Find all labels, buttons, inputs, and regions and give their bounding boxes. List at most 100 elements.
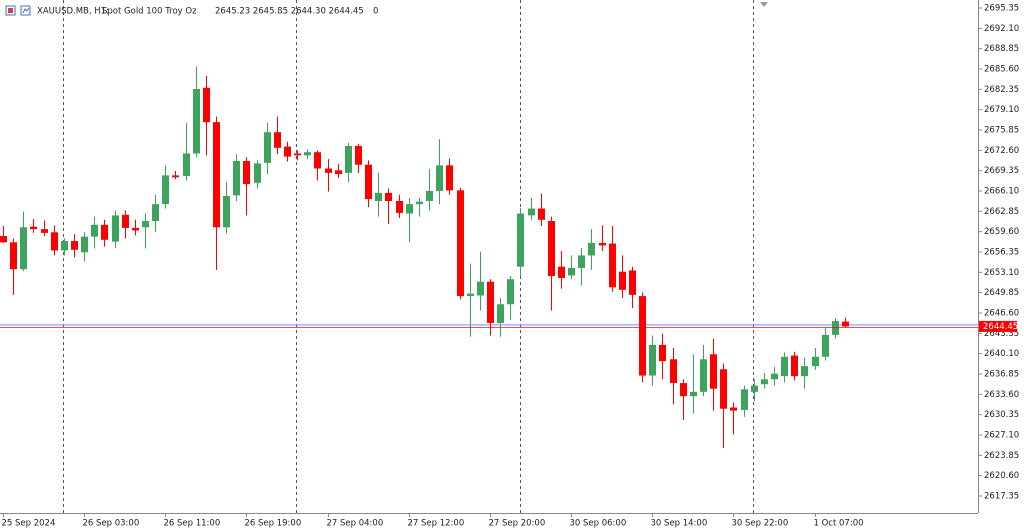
candle-body: [822, 334, 829, 357]
candle-body: [112, 215, 119, 242]
candle-body: [730, 407, 737, 411]
candle-body: [416, 201, 423, 205]
candle-body: [152, 204, 159, 222]
candle-body: [720, 369, 727, 409]
candle-body: [406, 204, 413, 214]
candle-body: [781, 356, 788, 377]
candle-body: [771, 373, 778, 380]
candle-body: [741, 389, 748, 410]
y-tick-label: 2640.10: [984, 349, 1019, 359]
y-tick-label: 2643.35: [984, 329, 1019, 339]
x-tick-label: 27 Sep 04:00: [327, 519, 384, 529]
candle-body: [274, 132, 281, 148]
candle-body: [10, 242, 17, 270]
y-tick-label: 2669.35: [984, 166, 1019, 176]
candle-body: [487, 281, 494, 324]
candle-body: [842, 321, 849, 327]
candle-body: [71, 241, 78, 250]
candle-body: [639, 296, 646, 376]
candle-body: [649, 344, 656, 376]
candle-body: [812, 356, 819, 367]
candle-body: [507, 279, 514, 305]
candle-body: [132, 227, 139, 231]
x-tick-label: 30 Sep 06:00: [570, 519, 627, 529]
candle-body: [670, 359, 677, 384]
candle-body: [446, 165, 453, 191]
y-tick-label: 2653.10: [984, 268, 1019, 278]
candle-body: [791, 355, 798, 377]
candle-body: [548, 221, 555, 277]
candle-body: [436, 165, 443, 191]
y-tick-label: 2633.60: [984, 390, 1019, 400]
y-tick-label: 2666.10: [984, 186, 1019, 196]
candle-body: [264, 132, 271, 163]
candle-body: [81, 236, 88, 253]
y-tick-label: 2688.85: [984, 44, 1019, 54]
candle-body: [832, 321, 839, 335]
candle-body: [345, 145, 352, 173]
candle-body: [517, 213, 524, 267]
candle-body: [690, 391, 697, 397]
candle-body: [335, 170, 342, 175]
icon-inner: [8, 8, 13, 13]
candle-body: [91, 224, 98, 237]
y-tick-label: 2627.10: [984, 430, 1019, 440]
y-tick-label: 2682.35: [984, 85, 1019, 95]
candle-body: [467, 293, 474, 297]
candle-body: [396, 201, 403, 213]
extra: 0: [373, 7, 378, 17]
candle-body: [659, 344, 666, 362]
candle-body: [254, 163, 261, 183]
candle-body: [122, 214, 129, 228]
x-tick-label: 26 Sep 19:00: [245, 519, 302, 529]
candle-body: [710, 354, 717, 389]
y-tick-label: 2656.35: [984, 247, 1019, 257]
candle-body: [243, 160, 250, 185]
candle-body: [700, 359, 707, 392]
candle-body: [477, 281, 484, 296]
candle-body: [142, 221, 149, 228]
candle-body: [193, 89, 200, 154]
candle-body: [20, 227, 27, 270]
candle-body: [294, 153, 301, 156]
candle-body: [385, 192, 392, 202]
candle-body: [375, 192, 382, 202]
last-price-box: [979, 320, 1017, 332]
candle-body: [761, 379, 768, 385]
period-separators: [63, 0, 754, 513]
y-tick-label: 2617.35: [984, 491, 1019, 501]
candle-body: [629, 270, 636, 295]
candle-body: [751, 385, 758, 392]
x-tick-label: 27 Sep 20:00: [489, 519, 546, 529]
x-tick-label: 25 Sep 2024: [2, 519, 56, 529]
candle-body: [162, 175, 169, 205]
candle-body: [538, 208, 545, 220]
candle-body: [233, 160, 240, 196]
y-tick-label: 2659.60: [984, 227, 1019, 237]
candle-body: [578, 255, 585, 268]
candle-body: [0, 236, 7, 243]
candle-body: [41, 229, 48, 233]
candle-body: [680, 383, 687, 397]
candle-body: [304, 152, 311, 156]
y-tick-label: 2649.85: [984, 288, 1019, 298]
icon-line: [22, 7, 30, 14]
candle-body: [172, 175, 179, 178]
y-tick-label: 2672.60: [984, 146, 1019, 156]
candle-body: [314, 152, 321, 169]
candle-body: [325, 168, 332, 173]
y-tick-label: 2675.85: [984, 126, 1019, 136]
candle-body: [365, 164, 372, 200]
symbol-icon: [5, 5, 31, 16]
last-price-label: 2644.45: [983, 322, 1018, 332]
candle-body: [30, 226, 37, 230]
candle-body: [588, 242, 595, 256]
y-tick-label: 2662.85: [984, 207, 1019, 217]
y-tick-label: 2679.10: [984, 105, 1019, 115]
candle-body: [457, 190, 464, 297]
x-tick-label: 27 Sep 12:00: [408, 519, 465, 529]
x-tick-label: 26 Sep 03:00: [83, 519, 140, 529]
y-tick-label: 2695.35: [984, 4, 1019, 14]
candle-body: [213, 122, 220, 228]
